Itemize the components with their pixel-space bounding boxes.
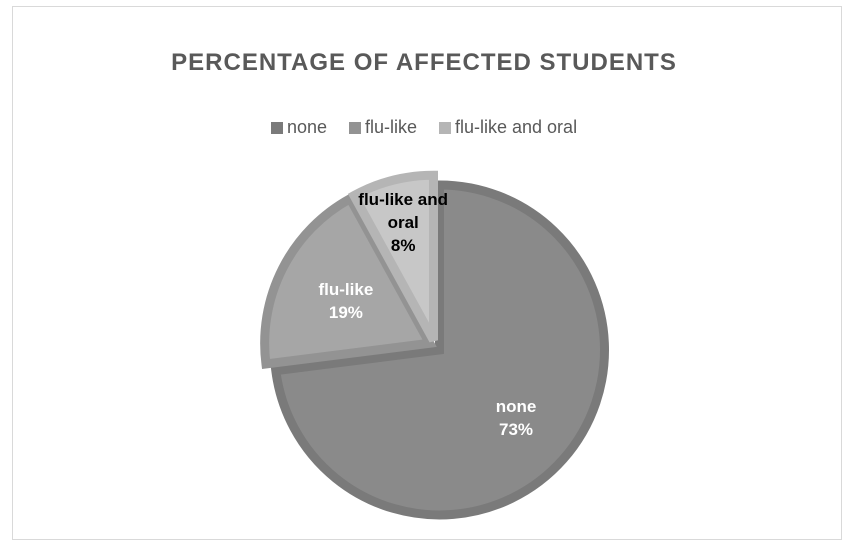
data-label-line: 19% bbox=[329, 303, 363, 322]
chart-area: PERCENTAGE OF AFFECTED STUDENTS none flu… bbox=[12, 6, 842, 540]
pie-chart: none 73% flu-like 19% flu-like and oral 8% bbox=[260, 170, 609, 520]
legend-label-flu-like-and-oral: flu-like and oral bbox=[455, 117, 578, 137]
legend-item-flu-like: flu-like bbox=[348, 117, 417, 138]
data-label-line: 73% bbox=[499, 420, 533, 439]
legend-label-flu-like: flu-like bbox=[364, 117, 417, 137]
data-label-line: oral bbox=[388, 213, 419, 232]
legend-item-none: none bbox=[270, 117, 327, 138]
data-label-flu-like-and-oral: flu-like and oral 8% bbox=[358, 190, 448, 255]
data-label-line: flu-like and bbox=[358, 190, 448, 209]
pie-slice-none bbox=[270, 180, 609, 520]
data-label-flu-like: flu-like 19% bbox=[319, 280, 374, 322]
chart-title: PERCENTAGE OF AFFECTED STUDENTS bbox=[171, 49, 677, 76]
data-label-line: none bbox=[496, 397, 537, 416]
pie-slice-flu-like bbox=[260, 192, 437, 369]
legend-swatch-flu-like bbox=[348, 121, 361, 134]
data-label-none: none 73% bbox=[496, 397, 537, 439]
legend-label-none: none bbox=[286, 117, 327, 137]
data-label-line: flu-like bbox=[319, 280, 374, 299]
legend: none flu-like flu-like and oral bbox=[13, 117, 835, 138]
legend-swatch-flu-like-and-oral bbox=[439, 121, 451, 134]
legend-item-flu-like-and-oral: flu-like and oral bbox=[439, 117, 577, 138]
pie-slice-flu-like-and-oral bbox=[347, 170, 439, 343]
data-label-line: 8% bbox=[391, 236, 416, 255]
legend-swatch-none bbox=[270, 121, 283, 134]
